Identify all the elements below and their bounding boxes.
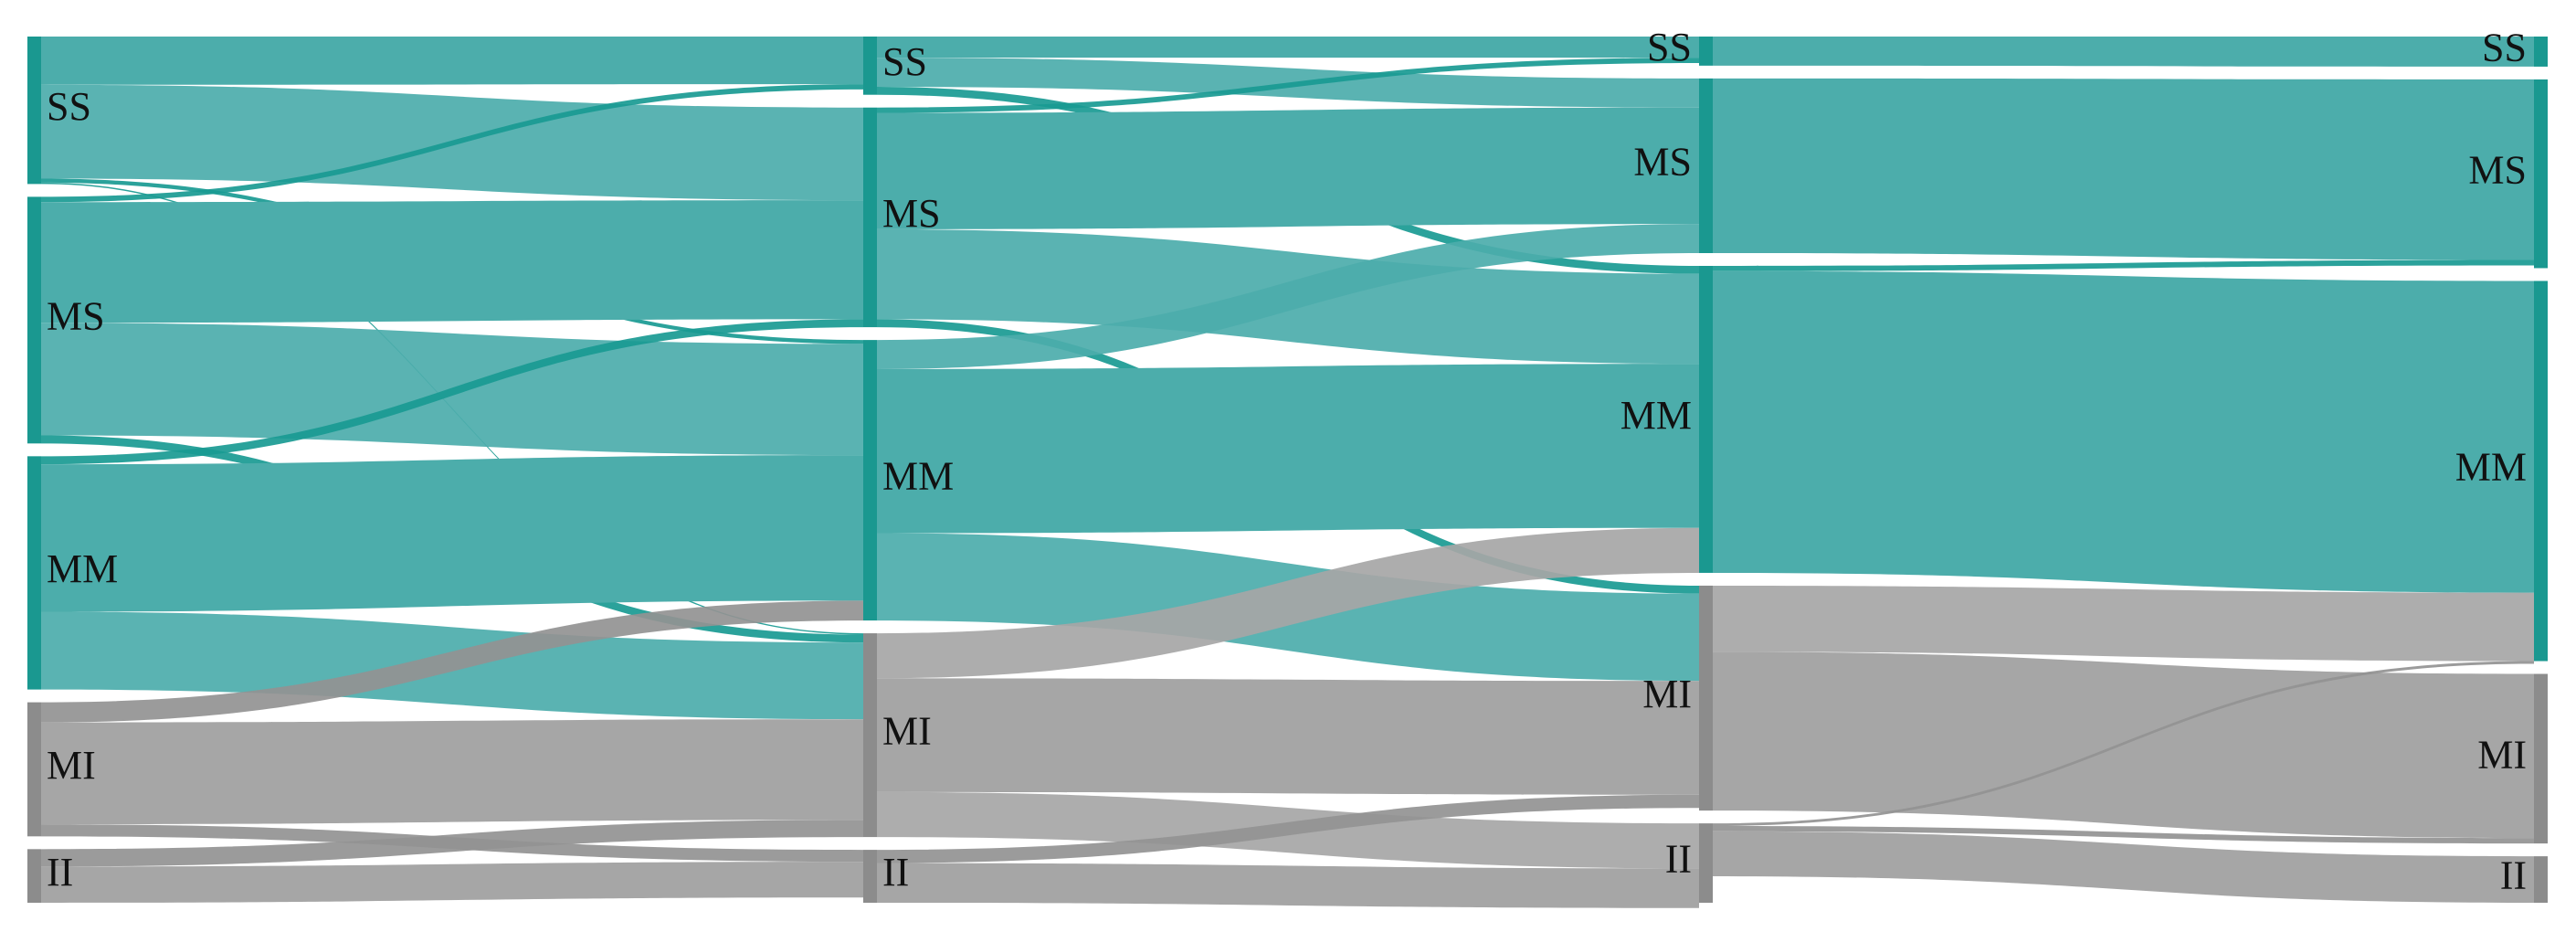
link-0-MM-to-MS: [41, 319, 863, 465]
sankey-nodes: [27, 37, 2548, 903]
node-0-SS: [27, 37, 41, 185]
node-2-MS: [1699, 78, 1713, 253]
link-1-MI-to-MM: [877, 527, 1699, 679]
node-label-0-SS: SS: [47, 84, 91, 129]
node-2-II: [1699, 823, 1713, 903]
node-label-1-MM: MM: [882, 454, 954, 499]
link-0-MM-to-MM: [41, 455, 863, 612]
node-1-MS: [863, 107, 877, 328]
sankey-links: [41, 37, 2534, 908]
link-0-MS-to-MS: [41, 200, 863, 323]
link-2-MS-to-MS: [1713, 78, 2534, 260]
node-1-MI: [863, 633, 877, 838]
node-label-1-II: II: [882, 850, 909, 895]
node-2-MM: [1699, 266, 1713, 573]
node-1-SS: [863, 37, 877, 95]
node-0-MS: [27, 196, 41, 444]
node-label-1-MI: MI: [882, 709, 932, 754]
node-1-II: [863, 850, 877, 903]
node-3-MS: [2534, 79, 2548, 269]
link-1-MM-to-MS: [877, 224, 1699, 369]
node-1-MM: [863, 340, 877, 621]
link-0-MS-to-SS: [41, 84, 863, 203]
node-2-SS: [1699, 37, 1713, 66]
node-label-1-MS: MS: [882, 191, 941, 236]
link-2-MI-to-MM: [1713, 585, 2534, 662]
node-label-3-MS: MS: [2468, 147, 2527, 192]
link-2-II-to-II: [1713, 831, 2534, 903]
sankey-labels: SS MS MM MI II SS MS MM MI II SS MS MM MI II SS MS MM MI II: [47, 25, 2527, 898]
link-1-II-to-II: [877, 863, 1699, 908]
link-2-MM-to-MM: [1713, 270, 2534, 593]
node-label-2-MM: MM: [1621, 393, 1692, 438]
link-2-II-to-MI: [1713, 826, 2534, 844]
node-3-MM: [2534, 281, 2548, 662]
node-label-3-MM: MM: [2455, 445, 2527, 490]
node-2-MI: [1699, 585, 1713, 811]
node-0-MM: [27, 456, 41, 690]
node-label-0-MI: MI: [47, 743, 96, 788]
node-label-0-MS: MS: [47, 293, 105, 338]
link-0-MI-to-MI: [41, 719, 863, 825]
node-3-II: [2534, 856, 2548, 903]
link-0-II-to-MI: [41, 820, 863, 867]
node-label-2-MS: MS: [1633, 140, 1692, 185]
node-label-3-SS: SS: [2482, 26, 2527, 70]
node-3-MI: [2534, 673, 2548, 844]
node-0-II: [27, 849, 41, 903]
link-0-II-to-II: [41, 862, 863, 903]
node-label-0-II: II: [47, 850, 73, 895]
link-1-II-to-MI: [877, 794, 1699, 863]
link-2-SS-to-SS: [1713, 37, 2534, 67]
node-label-2-SS: SS: [1647, 25, 1692, 69]
link-2-II-to-MM: [1713, 661, 2534, 827]
node-3-SS: [2534, 37, 2548, 67]
link-0-SS-to-SS: [41, 37, 863, 85]
link-1-MS-to-MS: [877, 107, 1699, 229]
link-0-MI-to-MM: [41, 600, 863, 723]
link-1-MM-to-MM: [877, 364, 1699, 534]
node-label-0-MM: MM: [47, 546, 118, 591]
node-label-2-MI: MI: [1642, 672, 1692, 716]
node-label-1-SS: SS: [882, 39, 927, 84]
link-1-MS-to-SS: [877, 58, 1699, 113]
node-label-3-MI: MI: [2477, 732, 2527, 777]
link-1-SS-to-SS: [877, 37, 1699, 58]
link-1-MI-to-MI: [877, 678, 1699, 795]
node-label-3-II: II: [2500, 853, 2527, 898]
node-0-MI: [27, 702, 41, 837]
link-2-MM-to-MS: [1713, 259, 2534, 271]
node-label-2-II: II: [1665, 837, 1692, 882]
